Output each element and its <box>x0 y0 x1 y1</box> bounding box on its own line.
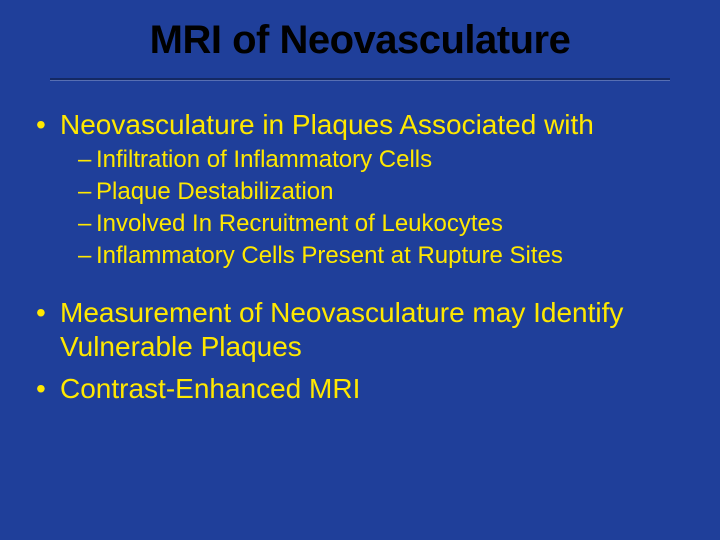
dash-icon: – <box>78 144 96 176</box>
sub-text: Infiltration of Inflammatory Cells <box>96 144 432 176</box>
slide-title: MRI of Neovasculature <box>0 18 720 63</box>
bullet-text: Measurement of Neovasculature may Identi… <box>60 296 684 364</box>
sub-text: Inflammatory Cells Present at Rupture Si… <box>96 240 563 272</box>
bullet-item-1: • Neovasculature in Plaques Associated w… <box>36 108 684 142</box>
bullet-dot-icon: • <box>36 108 60 142</box>
sub-item: – Infiltration of Inflammatory Cells <box>78 144 684 176</box>
sub-text: Plaque Destabilization <box>96 176 333 208</box>
slide-body: • Neovasculature in Plaques Associated w… <box>36 100 684 406</box>
bullet-text: Contrast-Enhanced MRI <box>60 372 360 406</box>
sub-item: – Involved In Recruitment of Leukocytes <box>78 208 684 240</box>
dash-icon: – <box>78 176 96 208</box>
bullet-item-2: • Measurement of Neovasculature may Iden… <box>36 296 684 364</box>
bullet-dot-icon: • <box>36 372 60 406</box>
sublist-1: – Infiltration of Inflammatory Cells – P… <box>78 144 684 272</box>
spacer <box>36 272 684 288</box>
sub-item: – Inflammatory Cells Present at Rupture … <box>78 240 684 272</box>
dash-icon: – <box>78 240 96 272</box>
dash-icon: – <box>78 208 96 240</box>
bullet-dot-icon: • <box>36 296 60 330</box>
bullet-text: Neovasculature in Plaques Associated wit… <box>60 108 594 142</box>
sub-item: – Plaque Destabilization <box>78 176 684 208</box>
bullet-item-3: • Contrast-Enhanced MRI <box>36 372 684 406</box>
title-divider <box>50 78 670 80</box>
sub-text: Involved In Recruitment of Leukocytes <box>96 208 503 240</box>
